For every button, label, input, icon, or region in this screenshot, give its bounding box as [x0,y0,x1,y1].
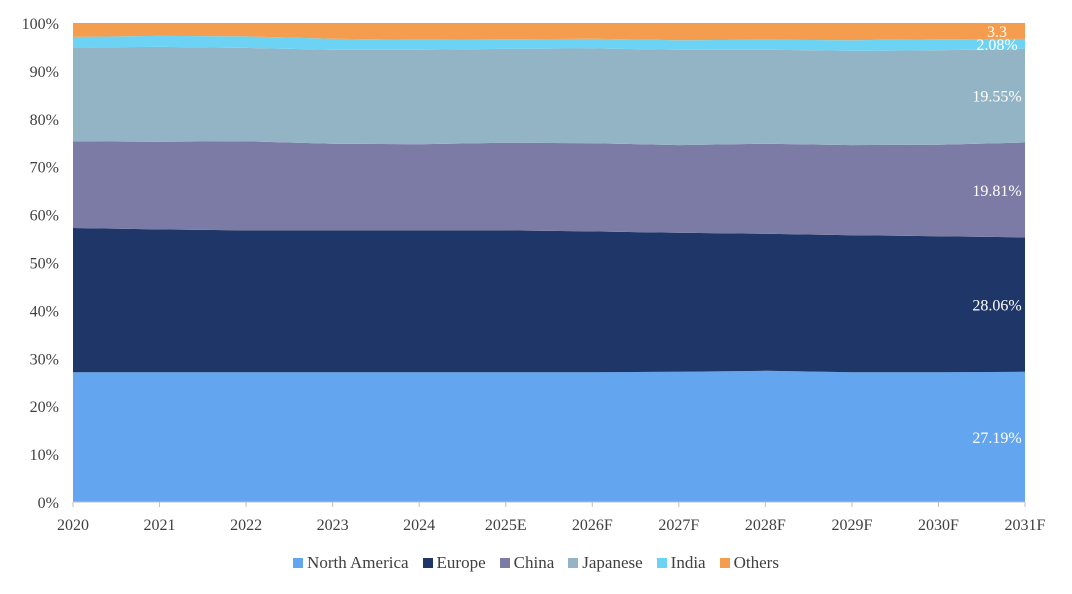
y-tick-label: 20% [30,399,59,416]
legend-label: North America [307,553,409,572]
y-tick-label: 0% [38,495,59,512]
data-label-europe: 28.06% [972,298,1021,315]
x-tick-label: 2029F [831,517,872,534]
area-others [73,23,1025,41]
x-tick-label: 2031F [1005,517,1046,534]
x-tick-label: 2020 [57,517,89,534]
data-label-china: 19.81% [972,183,1021,200]
legend-item-china: China [499,553,555,573]
x-axis-tick-labels: 2020 2021 2022 2023 2024 2025E 2026F 2027F 2028F… [57,517,1046,534]
y-tick-label: 10% [30,447,59,464]
legend-swatch [719,558,730,568]
legend-item-japanese: Japanese [568,553,643,573]
data-label-india: 2.08% [976,37,1017,54]
area-north-america [73,370,1025,502]
y-tick-label: 80% [30,112,59,129]
area-japanese [73,46,1025,146]
legend-label: Others [733,553,779,572]
y-tick-label: 100% [22,16,59,33]
area-india [73,35,1025,51]
y-tick-label: 50% [30,256,59,273]
legend-item-europe: Europe [422,553,486,573]
legend-swatch [422,558,433,568]
data-label-north-america: 27.19% [972,430,1021,447]
axes-group [72,501,1026,507]
x-tick-label: 2021 [144,517,176,534]
legend-swatch [656,558,667,568]
legend-label: Japanese [582,553,643,572]
legend-swatch [293,558,304,568]
legend-label: India [670,553,706,572]
x-tick-label: 2022 [230,517,262,534]
data-labels-group: 27.19% 28.06% 19.81% 19.55% 2.08%3.3 [972,24,1021,447]
y-tick-label: 30% [30,351,59,368]
area-china [73,141,1025,238]
y-tick-label: 60% [30,208,59,225]
legend-item-india: India [656,553,706,573]
x-tick-label: 2023 [317,517,349,534]
legend-swatch [568,558,579,568]
x-tick-label: 2030F [918,517,959,534]
x-tick-label: 2027F [658,517,699,534]
x-tick-label: 2028F [745,517,786,534]
x-tick-label: 2025E [485,517,527,534]
data-label-japanese: 19.55% [972,89,1021,106]
chart-legend: North America Europe China Japanese India Oth… [0,553,1072,573]
legend-item-north-america: North America [293,553,409,573]
x-tick-label: 2024 [403,517,435,534]
legend-swatch [499,558,510,568]
data-label-others: 3.3 [987,24,1007,41]
area-europe [73,228,1025,373]
legend-item-others: Others [719,553,779,573]
legend-label: China [513,553,555,572]
y-axis-tick-labels: 0% 10% 20% 30% 40% 50% 60% 70% 80% 90% 100% [22,16,59,512]
area-series-group [73,23,1025,502]
x-tick-label: 2026F [572,517,613,534]
y-tick-label: 40% [30,303,59,320]
y-tick-label: 70% [30,160,59,177]
y-tick-label: 90% [30,64,59,81]
legend-label: Europe [436,553,486,572]
